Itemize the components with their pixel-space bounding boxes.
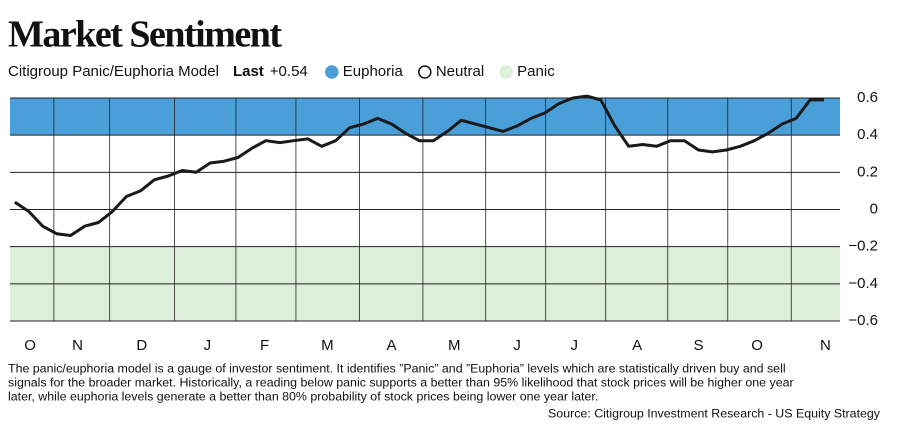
x-tick-label: O bbox=[24, 337, 36, 354]
y-tick-label: 0 bbox=[870, 200, 878, 217]
band bbox=[10, 98, 840, 136]
source: Source: Citigroup Investment Research - … bbox=[548, 406, 881, 420]
x-tick-label: A bbox=[387, 337, 397, 354]
footnote: later, while euphoria levels generate a … bbox=[8, 390, 598, 404]
legend-swatch bbox=[499, 65, 513, 79]
x-tick-label: F bbox=[260, 337, 269, 354]
chart-title: Market Sentiment bbox=[8, 14, 282, 56]
legend-label: Panic bbox=[517, 63, 555, 80]
band bbox=[10, 135, 840, 247]
y-tick-label: 0.4 bbox=[857, 126, 878, 143]
x-tick-label: N bbox=[72, 337, 83, 354]
x-tick-label: S bbox=[693, 337, 703, 354]
footnote: signals for the broader market. Historic… bbox=[8, 375, 794, 389]
y-tick-label: −0.6 bbox=[848, 312, 878, 329]
legend-swatch bbox=[325, 65, 339, 79]
x-tick-label: D bbox=[136, 337, 147, 354]
subtitle: Citigroup Panic/Euphoria Model bbox=[8, 63, 219, 80]
series-line bbox=[13, 94, 824, 237]
y-tick-label: −0.4 bbox=[848, 275, 878, 292]
legend-label: Neutral bbox=[436, 63, 484, 80]
x-tick-label: J bbox=[571, 337, 579, 354]
last-label: Last bbox=[233, 63, 264, 80]
x-tick-label: J bbox=[513, 337, 521, 354]
x-tick-label: M bbox=[321, 337, 334, 354]
y-tick-label: 0.6 bbox=[857, 89, 878, 106]
last-value: +0.54 bbox=[270, 63, 308, 80]
x-tick-label: O bbox=[751, 337, 763, 354]
x-tick-label: N bbox=[820, 337, 831, 354]
legend-label: Euphoria bbox=[343, 63, 404, 80]
y-tick-label: −0.2 bbox=[848, 238, 878, 255]
x-tick-label: J bbox=[204, 337, 212, 354]
x-tick-label: M bbox=[448, 337, 461, 354]
y-tick-label: 0.2 bbox=[857, 163, 878, 180]
footnote: The panic/euphoria model is a gauge of i… bbox=[8, 361, 786, 375]
x-tick-label: A bbox=[632, 337, 642, 354]
legend-swatch bbox=[418, 65, 432, 79]
